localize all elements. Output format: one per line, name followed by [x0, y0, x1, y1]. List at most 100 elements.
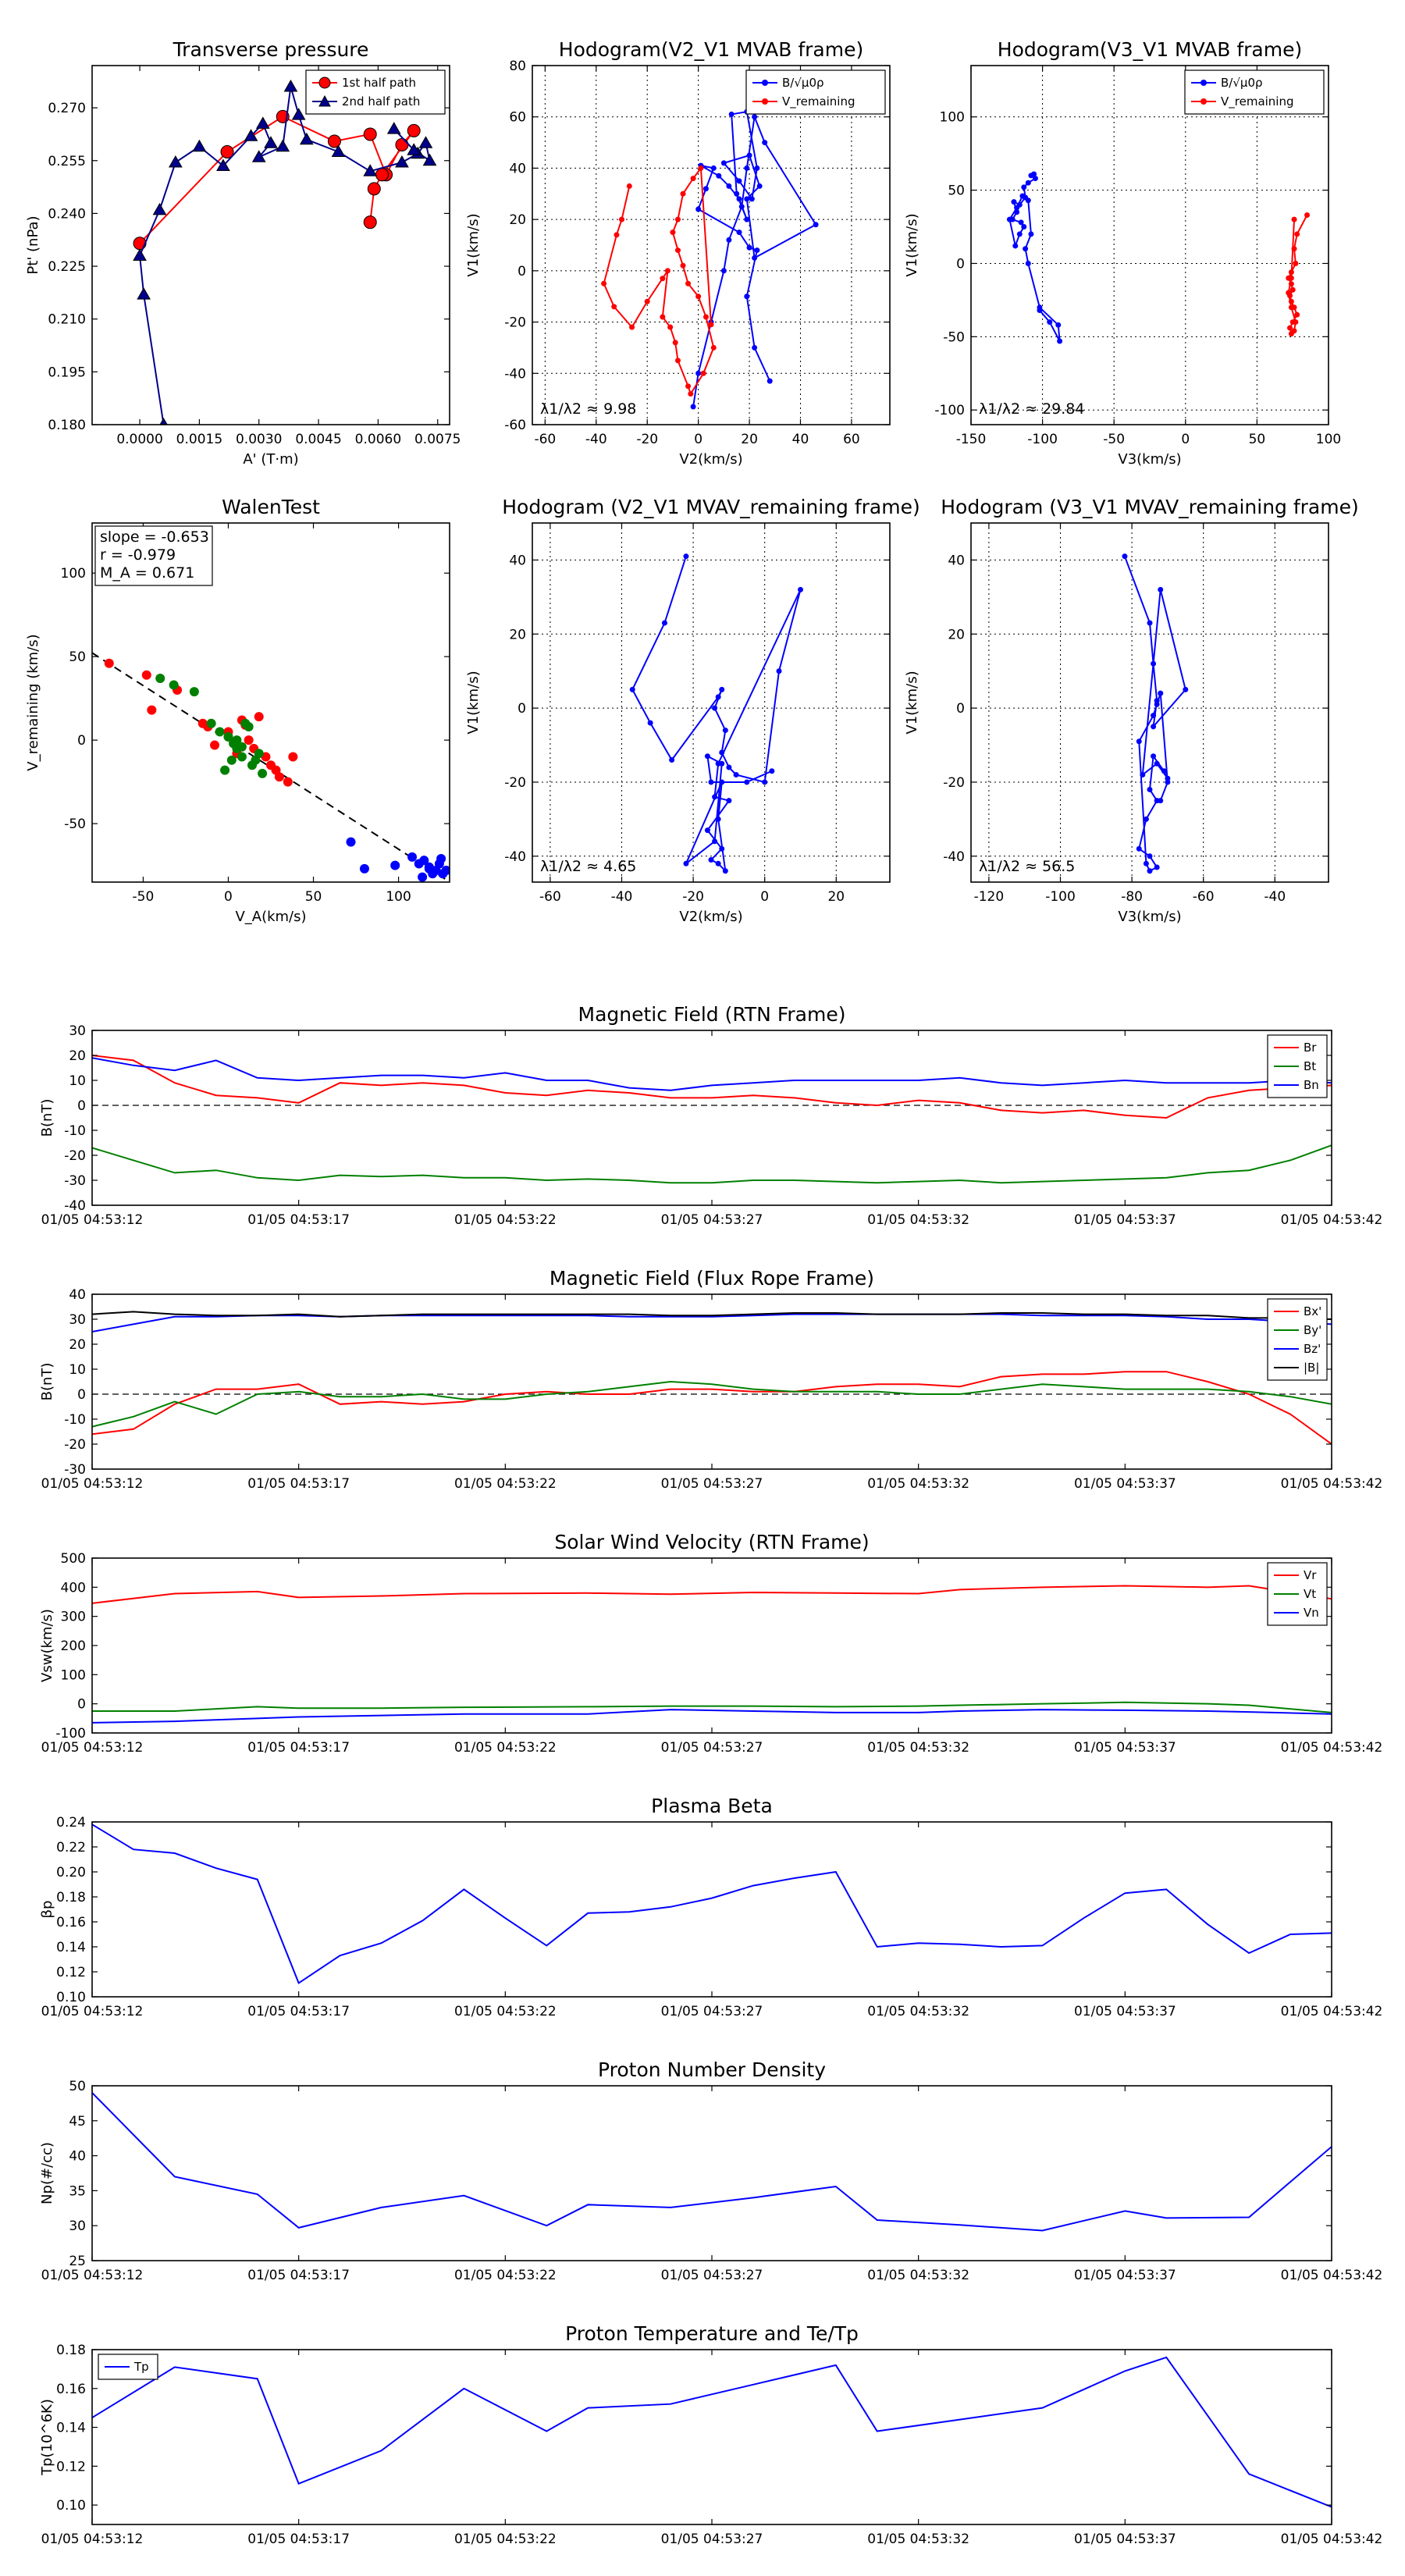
y-axis-label: Pt' (nPa)	[25, 215, 41, 274]
x-tick-label: 01/05 04:53:12	[41, 2268, 144, 2283]
x-tick-label: -80	[1121, 889, 1143, 905]
data-point	[744, 196, 750, 202]
x-tick-label: -50	[133, 889, 155, 905]
chart-plasma-beta: 01/05 04:53:12 01/05 04:53:17 01/05 04:53:…	[39, 1795, 1382, 2019]
x-tick-label: 0.0015	[176, 432, 222, 447]
data-point	[660, 314, 666, 320]
data-point	[744, 294, 750, 300]
legend-label: 2nd half path	[342, 94, 420, 109]
y-tick-label: -40	[504, 849, 526, 865]
data-point	[798, 586, 803, 592]
data-point	[683, 860, 689, 866]
y-tick-label: 45	[69, 2114, 86, 2129]
data-point	[254, 749, 264, 759]
data-point	[1147, 853, 1153, 859]
legend: Br Bt Bn	[1267, 1034, 1328, 1098]
x-axis-label: V2(km/s)	[679, 909, 742, 925]
data-point	[695, 294, 702, 300]
y-tick-label: 0.22	[56, 1840, 86, 1856]
legend-label: Vr	[1304, 1568, 1317, 1582]
data-point	[660, 276, 666, 282]
data-point	[1293, 260, 1299, 266]
data-point	[215, 727, 225, 737]
series-line	[92, 1371, 1332, 1445]
data-point	[683, 553, 689, 560]
data-point	[749, 196, 755, 202]
data-point	[192, 139, 207, 152]
legend-box	[1267, 1298, 1328, 1381]
x-tick-label: 01/05 04:53:32	[867, 1476, 969, 1492]
data-point	[1021, 224, 1027, 230]
data-point	[704, 827, 710, 834]
data-point	[104, 658, 114, 668]
data-point	[1158, 798, 1164, 804]
data-point	[685, 280, 692, 286]
y-tick-label: 30	[69, 2218, 86, 2234]
series-line	[1008, 173, 1061, 342]
y-tick-label: 0	[77, 733, 86, 749]
series-np	[92, 2092, 1332, 2232]
x-tick-label: 50	[305, 889, 322, 905]
y-tick-label: 100	[61, 1667, 86, 1683]
x-tick-label: 01/05 04:53:17	[247, 2532, 350, 2547]
series-vr	[92, 1585, 1332, 1604]
data-point	[1032, 176, 1038, 182]
y-tick-label: 0.210	[48, 312, 86, 328]
legend-label: |B|	[1304, 1361, 1319, 1375]
data-point	[1025, 197, 1031, 204]
data-point	[672, 340, 678, 346]
data-point	[736, 229, 742, 236]
chart-title: Hodogram (V2_V1 MVAV_remaining frame)	[502, 496, 920, 518]
data-point	[614, 232, 620, 238]
series-line	[92, 2356, 1332, 2508]
axes-frame	[91, 1293, 1332, 1470]
x-tick-label: 40	[792, 432, 809, 447]
data-point	[1151, 753, 1157, 760]
x-tick-label: 01/05 04:53:37	[1074, 1212, 1176, 1228]
data-point	[762, 140, 768, 146]
chart-transverse-pressure: 0.0000 0.0015 0.0030 0.0045 0.0060 0.0075 0.18…	[25, 38, 461, 468]
series-blue	[346, 837, 450, 882]
x-tick-label: 0.0030	[236, 432, 282, 447]
chart-hodogram-v3-v1-mvab: -150 -100 -50 0 50 100 -100 -50 0 50 100 Hodogram(V…	[904, 38, 1341, 468]
data-point	[232, 735, 242, 745]
x-tick-label: 01/05 04:53:27	[661, 2268, 763, 2283]
stats-line: M_A = 0.671	[100, 564, 194, 582]
series-bz-	[92, 1313, 1332, 1332]
data-point	[1011, 199, 1017, 205]
data-point	[754, 247, 760, 254]
data-point	[1014, 209, 1020, 215]
data-point	[1288, 281, 1294, 287]
data-point	[1025, 260, 1031, 266]
y-tick-label: 80	[509, 59, 526, 74]
y-tick-label: 35	[69, 2183, 86, 2199]
data-point	[1025, 180, 1031, 186]
data-point	[147, 705, 157, 715]
data-point	[159, 417, 168, 425]
data-point	[685, 383, 692, 390]
series--b-	[92, 1311, 1332, 1320]
x-tick-label: 0.0045	[295, 432, 341, 447]
data-point	[1136, 845, 1142, 852]
series-2nd-half-path	[133, 80, 437, 425]
chart-title: Magnetic Field (RTN Frame)	[578, 1003, 846, 1026]
x-tick-label: 01/05 04:53:22	[454, 2004, 557, 2019]
legend-label: Br	[1304, 1041, 1317, 1055]
y-tick-label: 20	[509, 212, 526, 228]
axes-frame	[91, 65, 450, 425]
data-point	[1019, 193, 1026, 199]
x-tick-label: -100	[1027, 432, 1058, 447]
data-point	[359, 863, 369, 873]
data-point	[715, 816, 721, 822]
data-point	[726, 764, 732, 770]
data-point	[367, 182, 381, 196]
data-point	[680, 262, 686, 269]
series-by-	[92, 1380, 1332, 1428]
data-point	[695, 206, 702, 212]
data-point	[1288, 275, 1294, 281]
data-point	[726, 798, 732, 804]
series-br	[92, 1055, 1332, 1119]
x-tick-label: 01/05 04:53:32	[867, 1212, 969, 1228]
data-point	[1147, 786, 1153, 792]
x-tick-label: 01/05 04:53:22	[454, 1212, 557, 1228]
